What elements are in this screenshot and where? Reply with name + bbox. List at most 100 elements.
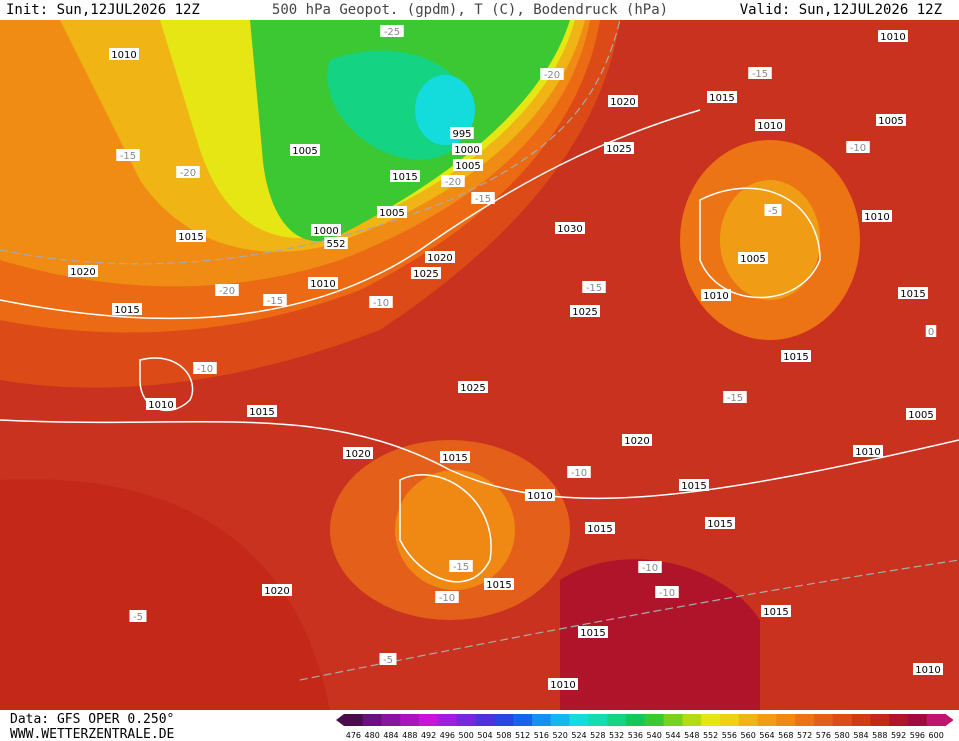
colorbar-label: 524 [571, 731, 586, 740]
temperature-label: -10 [642, 563, 658, 574]
colorbar-label: 592 [891, 731, 906, 740]
pressure-label: 1005 [908, 410, 933, 421]
temperature-label: -10 [571, 468, 587, 479]
colorbar-label: 536 [628, 731, 643, 740]
temperature-label: -15 [586, 283, 602, 294]
temperature-label-box [582, 281, 606, 293]
colorbar: 476 480 484 488 492 496 500 504 508 512 516 520 524 5… [336, 714, 954, 740]
pressure-label-box [146, 398, 176, 410]
pressure-label: 1010 [757, 121, 782, 132]
colorbar-swatch [456, 714, 476, 726]
pressure-label: 1025 [413, 269, 438, 280]
colorbar-swatch [776, 714, 796, 726]
pressure-label-box [453, 159, 483, 171]
temperature-label: -10 [439, 593, 455, 604]
pressure-label: 1010 [880, 32, 905, 43]
valid-time: Valid: Sun,12JUL2026 12Z [740, 2, 942, 18]
pressure-label: 1010 [915, 665, 940, 676]
pressure-label: 1010 [527, 491, 552, 502]
colorbar-swatch [832, 714, 852, 726]
colorbar-swatch [569, 714, 589, 726]
colorbar-swatch [550, 714, 570, 726]
website: WWW.WETTERZENTRALE.DE [10, 727, 174, 741]
pressure-label: 1010 [855, 447, 880, 458]
pressure-label-box [906, 408, 936, 420]
colorbar-label: 504 [477, 731, 492, 740]
pressure-label-box [458, 381, 488, 393]
temperature-label-box [925, 325, 937, 337]
pressure-label-box [484, 578, 514, 590]
colorbar-label: 560 [741, 731, 756, 740]
pressure-label-box [738, 252, 768, 264]
colorbar-swatch [362, 714, 382, 726]
pressure-label: 1015 [900, 289, 925, 300]
colorbar-swatch [494, 714, 514, 726]
colorbar-label: 500 [459, 731, 474, 740]
pressure-label-box [898, 287, 928, 299]
init-time: Init: Sun,12JUL2026 12Z [6, 2, 200, 18]
colorbar-swatch [513, 714, 533, 726]
colorbar-label: 496 [440, 731, 455, 740]
pressure-label: 1020 [70, 267, 95, 278]
pressure-label-box [247, 405, 277, 417]
data-source: Data: GFS OPER 0.250° [10, 712, 174, 727]
colorbar-label: 532 [609, 731, 624, 740]
temperature-label-box [441, 175, 465, 187]
colorbar-swatch [889, 714, 909, 726]
colorbar-label: 576 [816, 731, 831, 740]
pressure-label-box [343, 447, 373, 459]
pressure-label: 1015 [178, 232, 203, 243]
temperature-label: -15 [475, 194, 491, 205]
temperature-label: -10 [659, 588, 675, 599]
pressure-label: 1010 [864, 212, 889, 223]
colorbar-swatch [532, 714, 552, 726]
colorbar-swatch [851, 714, 871, 726]
colorbar-label: 540 [647, 731, 662, 740]
pressure-label: 1005 [379, 208, 404, 219]
temperature-label: -25 [384, 27, 400, 38]
colorbar-swatch [644, 714, 664, 726]
colorbar-swatch [926, 714, 946, 726]
pressure-label: 1025 [572, 307, 597, 318]
temperature-label: -5 [383, 655, 393, 666]
colorbar-swatch [588, 714, 608, 726]
pressure-label-box [112, 303, 142, 315]
colorbar-swatch [682, 714, 702, 726]
pressure-label-box [876, 114, 906, 126]
map-title: 500 hPa Geopot. (gpdm), T (C), Bodendruc… [272, 2, 668, 18]
temperature-label: -10 [850, 143, 866, 154]
pressure-label-box [913, 663, 943, 675]
pressure-label-box [452, 143, 482, 155]
colorbar-swatch [908, 714, 928, 726]
colorbar-swatch [757, 714, 777, 726]
colorbar-label: 548 [684, 731, 699, 740]
temperature-label-box [435, 591, 459, 603]
pressure-label-box [679, 479, 709, 491]
colorbar-label: 580 [835, 731, 850, 740]
pressure-label: 1005 [740, 254, 765, 265]
pressure-label: 1010 [703, 291, 728, 302]
temperature-label-box [193, 362, 217, 374]
pressure-label: 1015 [486, 580, 511, 591]
pressure-label-box [862, 210, 892, 222]
isobars [0, 109, 959, 583]
temperature-label: -20 [219, 286, 235, 297]
pressure-label-box [608, 95, 638, 107]
pressure-label-box [290, 144, 320, 156]
colorbar-label: 596 [910, 731, 925, 740]
temperature-label: 0 [928, 327, 934, 338]
pressure-label: 1025 [606, 144, 631, 155]
pressure-label-box [68, 265, 98, 277]
pressure-label-box [411, 267, 441, 279]
pressure-label-box [878, 30, 908, 42]
pressure-label: 1015 [681, 481, 706, 492]
temperature-label-box [369, 296, 393, 308]
pressure-label-box [390, 170, 420, 182]
pressure-label-box [109, 48, 139, 60]
pressure-label: 995 [452, 129, 471, 140]
pressure-label: 1025 [460, 383, 485, 394]
pressure-label: 1020 [345, 449, 370, 460]
colorbar-swatch [795, 714, 815, 726]
colorbar-swatch [607, 714, 627, 726]
